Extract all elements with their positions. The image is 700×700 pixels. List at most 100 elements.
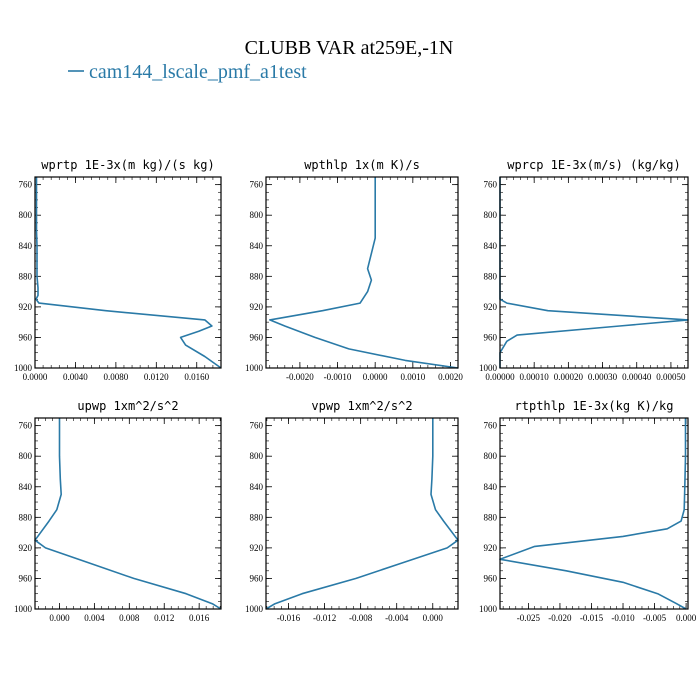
x-tick-label: -0.012 xyxy=(313,613,336,623)
panel-title: wpthlp 1x(m K)/s xyxy=(304,158,420,172)
y-tick-label: 840 xyxy=(484,241,498,251)
y-tick-label: 960 xyxy=(250,573,264,583)
x-tick-label: 0.0040 xyxy=(63,372,88,382)
plot-frame xyxy=(265,176,459,369)
legend-label: cam144_lscale_pmf_a1test xyxy=(89,61,307,83)
y-tick-label: 920 xyxy=(484,543,498,553)
y-tick-label: 880 xyxy=(250,512,264,522)
x-tick-label: -0.015 xyxy=(580,613,604,623)
x-tick-label: 0.00050 xyxy=(656,372,686,382)
y-tick-label: 880 xyxy=(484,512,498,522)
y-tick-label: 1000 xyxy=(245,363,264,373)
x-tick-label: 0.00040 xyxy=(622,372,652,382)
panel-title: upwp 1xm^2/s^2 xyxy=(77,399,178,413)
y-tick-label: 760 xyxy=(19,180,33,190)
x-tick-label: -0.020 xyxy=(548,613,572,623)
y-tick-label: 920 xyxy=(19,543,33,553)
y-tick-label: 880 xyxy=(19,271,33,281)
x-tick-label: 0.0000 xyxy=(23,372,48,382)
series-line xyxy=(34,418,222,610)
y-tick-label: 800 xyxy=(484,451,498,461)
x-tick-label: 0.0160 xyxy=(184,372,209,382)
y-tick-label: 960 xyxy=(484,573,498,583)
y-tick-label: 800 xyxy=(484,210,498,220)
y-tick-label: 880 xyxy=(484,271,498,281)
panel-5: vpwp 1xm^2/s^2 760 800 840 880 920 960 1000 -0.0… xyxy=(245,399,459,623)
x-tick-label: 0.0020 xyxy=(438,372,463,382)
series-line xyxy=(265,418,459,610)
x-tick-label: 0.0000 xyxy=(363,372,388,382)
y-tick-label: 960 xyxy=(484,332,498,342)
panel-title: wprcp 1E-3x(m/s) (kg/kg) xyxy=(507,158,680,172)
plot-frame xyxy=(34,417,222,610)
x-tick-label: -0.005 xyxy=(643,613,667,623)
y-tick-label: 840 xyxy=(19,241,33,251)
series-line xyxy=(499,177,689,368)
series-line xyxy=(35,177,222,369)
y-tick-label: 1000 xyxy=(14,363,33,373)
panel-title: wprtp 1E-3x(m kg)/(s kg) xyxy=(41,158,214,172)
y-tick-label: 840 xyxy=(250,482,264,492)
x-tick-label: 0.016 xyxy=(189,613,210,623)
x-tick-label: -0.0010 xyxy=(324,372,352,382)
x-tick-label: -0.008 xyxy=(349,613,373,623)
x-tick-label: 0.00010 xyxy=(520,372,550,382)
y-tick-label: 880 xyxy=(250,271,264,281)
y-tick-label: 1000 xyxy=(14,604,33,614)
panel-1: wprtp 1E-3x(m kg)/(s kg) 760 800 840 880 920 9… xyxy=(14,158,222,382)
figure-title: CLUBB VAR at259E,-1N xyxy=(245,37,454,59)
y-tick-label: 800 xyxy=(250,451,264,461)
plot-frame xyxy=(265,417,459,610)
y-tick-label: 1000 xyxy=(479,604,498,614)
y-tick-label: 920 xyxy=(250,302,264,312)
panel-6: rtpthlp 1E-3x(kg K)/kg 760 800 840 880 920 960… xyxy=(479,399,697,623)
x-tick-label: 0.0120 xyxy=(144,372,169,382)
panel-4: upwp 1xm^2/s^2 760 800 840 880 920 960 1000 0.00… xyxy=(14,399,222,623)
y-tick-label: 760 xyxy=(484,180,498,190)
x-tick-label: -0.025 xyxy=(517,613,541,623)
x-tick-label: 0.008 xyxy=(119,613,140,623)
x-tick-label: -0.016 xyxy=(277,613,301,623)
y-tick-label: 920 xyxy=(484,302,498,312)
y-tick-label: 800 xyxy=(19,210,33,220)
plot-frame xyxy=(34,176,222,369)
x-tick-label: 0.0080 xyxy=(103,372,128,382)
plot-frame xyxy=(499,417,689,610)
x-tick-label: -0.0020 xyxy=(286,372,314,382)
x-tick-label: 0.0010 xyxy=(400,372,425,382)
x-tick-label: 0.000 xyxy=(423,613,444,623)
x-tick-label: 0.00020 xyxy=(554,372,584,382)
y-tick-label: 1000 xyxy=(245,604,264,614)
panels: wprtp 1E-3x(m kg)/(s kg) 760 800 840 880 920 9… xyxy=(14,158,697,623)
panel-title: vpwp 1xm^2/s^2 xyxy=(311,399,412,413)
x-tick-label: 0.00030 xyxy=(588,372,618,382)
panel-2: wpthlp 1x(m K)/s 760 800 840 880 920 960 1000 -0… xyxy=(245,158,463,382)
x-tick-label: 0.012 xyxy=(154,613,174,623)
y-tick-label: 800 xyxy=(19,451,33,461)
y-tick-label: 920 xyxy=(19,302,33,312)
x-tick-label: -0.004 xyxy=(385,613,409,623)
x-tick-label: -0.010 xyxy=(611,613,635,623)
y-tick-label: 1000 xyxy=(479,363,498,373)
y-tick-label: 760 xyxy=(484,421,498,431)
y-tick-label: 760 xyxy=(250,180,264,190)
y-tick-label: 960 xyxy=(19,573,33,583)
panel-title: rtpthlp 1E-3x(kg K)/kg xyxy=(515,399,674,413)
y-tick-label: 920 xyxy=(250,543,264,553)
x-tick-label: 0.004 xyxy=(84,613,105,623)
series-line xyxy=(499,418,687,610)
y-tick-label: 840 xyxy=(484,482,498,492)
plot-frame xyxy=(499,176,689,369)
y-tick-label: 960 xyxy=(250,332,264,342)
y-tick-label: 960 xyxy=(19,332,33,342)
y-tick-label: 880 xyxy=(19,512,33,522)
x-tick-label: 0.00000 xyxy=(485,372,515,382)
y-tick-label: 760 xyxy=(19,421,33,431)
panel-3: wprcp 1E-3x(m/s) (kg/kg) 760 800 840 880 920 9… xyxy=(479,158,689,382)
x-tick-label: 0.000 xyxy=(49,613,70,623)
series-line xyxy=(268,177,459,369)
y-tick-label: 800 xyxy=(250,210,264,220)
y-tick-label: 840 xyxy=(19,482,33,492)
y-tick-label: 760 xyxy=(250,421,264,431)
